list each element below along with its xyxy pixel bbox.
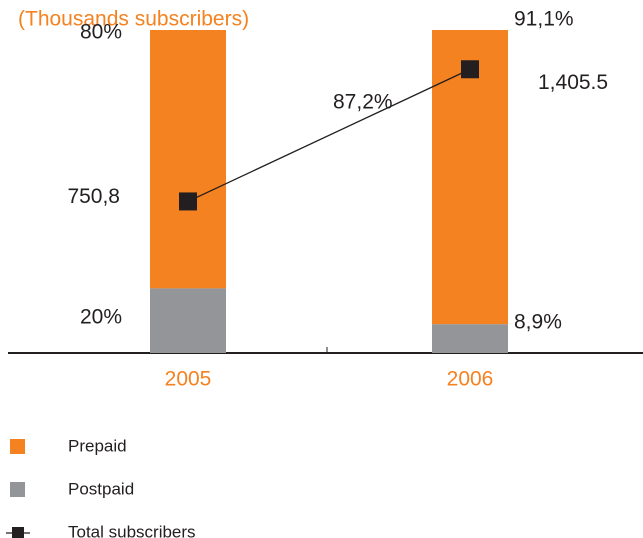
value-label: 1,405.5 [538, 71, 608, 94]
line-marker [179, 192, 197, 211]
bar-segment [150, 288, 226, 353]
value-label: 8,9% [514, 311, 562, 334]
value-label: 80% [80, 21, 122, 44]
legend-swatch [10, 439, 25, 454]
x-tick-label: 2006 [447, 368, 494, 391]
legend-swatch [10, 482, 25, 497]
bar-segment [150, 30, 226, 289]
line [187, 68, 471, 203]
annotation: 87,2% [333, 91, 393, 114]
x-tick-label: 2005 [165, 368, 212, 391]
chart-title: (Thousands subscribers) [18, 8, 249, 31]
legend-label: Postpaid [68, 479, 134, 498]
bar-segment [432, 324, 508, 353]
legend-label: Total subscribers [68, 522, 196, 538]
bar-segment [432, 30, 508, 325]
legend-swatch [12, 527, 24, 538]
line-marker [461, 60, 479, 79]
value-label: 91,1% [514, 8, 574, 31]
value-label: 750,8 [67, 185, 120, 208]
value-label: 20% [80, 306, 122, 329]
legend-label: Prepaid [68, 436, 127, 455]
